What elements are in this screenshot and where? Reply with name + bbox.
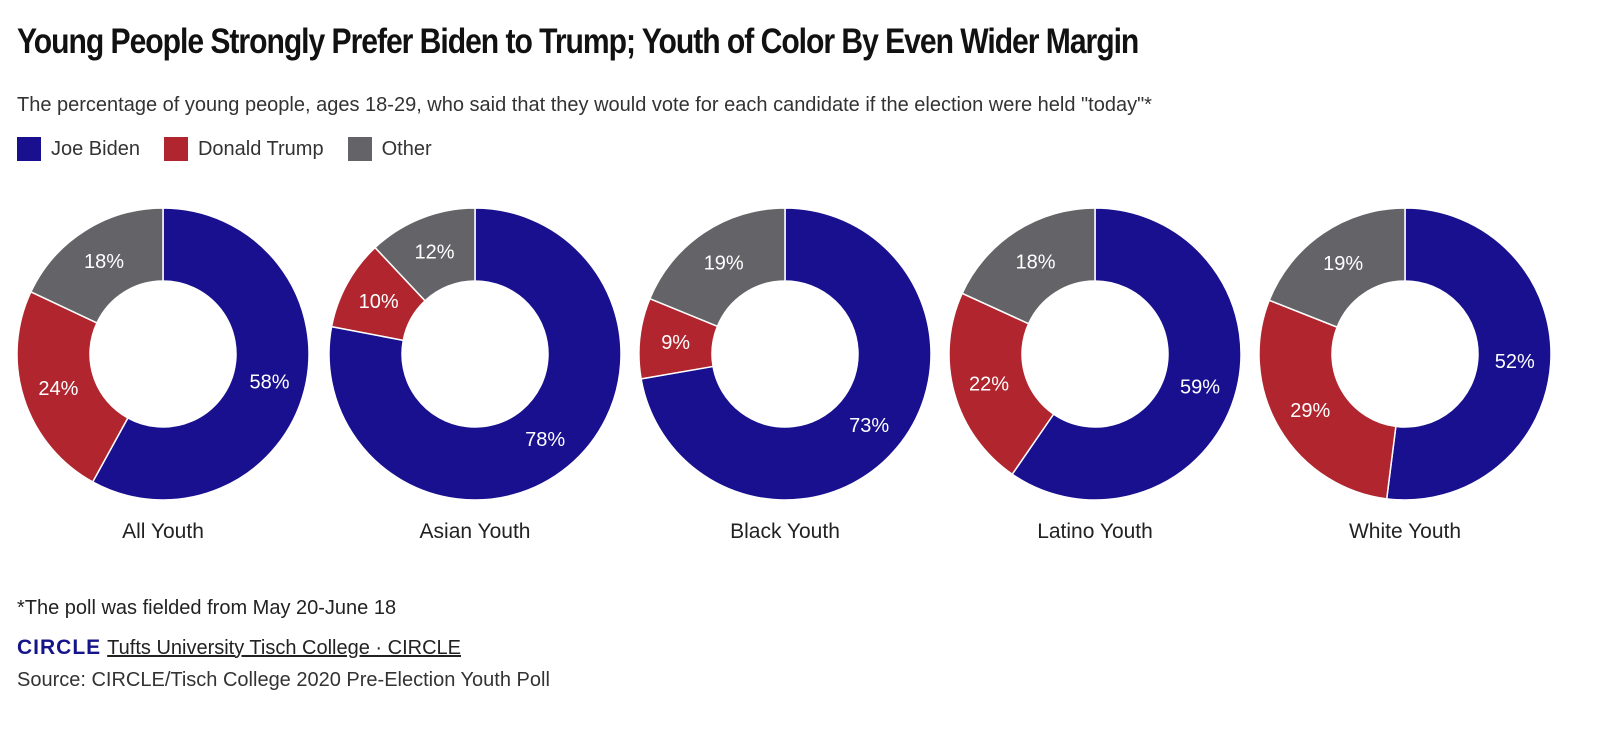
legend-item-other: Other <box>347 137 432 161</box>
group-label-5: White Youth <box>1349 520 1461 543</box>
legend-swatch-trump <box>163 137 188 161</box>
slice-biden-group-1 <box>91 207 310 501</box>
slice-label-trump-group-5: 29% <box>1290 400 1330 422</box>
slice-trump-group-5 <box>1258 299 1397 500</box>
slice-trump-group-4 <box>948 292 1055 476</box>
slice-label-trump-group-1: 24% <box>38 378 78 400</box>
slice-biden-group-3 <box>640 207 932 501</box>
circle-logo: CIRCLE <box>17 636 102 659</box>
donut-charts: 58% 24% 18% All Youth 78% 10% 12% Asian Youth 73… <box>16 207 1552 543</box>
slice-biden-group-4 <box>1011 207 1242 501</box>
slice-other-group-5 <box>1268 207 1406 329</box>
legend: Joe Biden Donald Trump Other <box>17 137 456 161</box>
footnote: *The poll was fielded from May 20-June 1… <box>17 597 397 619</box>
slice-label-other-group-5: 19% <box>1323 253 1363 275</box>
legend-label-other: Other <box>381 137 432 160</box>
legend-swatch-biden <box>17 137 41 161</box>
slice-label-other-group-3: 19% <box>704 253 744 275</box>
slice-biden-group-5 <box>1385 207 1552 501</box>
slice-label-biden-group-2: 78% <box>525 429 565 451</box>
slice-label-biden-group-3: 73% <box>849 415 889 437</box>
legend-label-biden: Joe Biden <box>51 137 140 160</box>
credit-link[interactable]: Tufts University Tisch College · CIRCLE <box>107 636 461 659</box>
slice-other-group-2 <box>373 207 476 302</box>
group-label-3: Black Youth <box>730 520 840 543</box>
group-label-4: Latino Youth <box>1037 520 1153 543</box>
legend-item-biden: Joe Biden <box>17 137 140 161</box>
slice-biden-group-2 <box>328 207 622 501</box>
slice-label-other-group-2: 12% <box>414 242 454 264</box>
credit-line: CIRCLE Tufts University Tisch College · … <box>17 636 461 660</box>
slice-label-biden-group-5: 52% <box>1495 351 1535 373</box>
slice-other-group-1 <box>29 207 164 324</box>
slice-other-group-3 <box>648 207 786 328</box>
slice-label-biden-group-4: 59% <box>1180 377 1220 399</box>
legend-label-trump: Donald Trump <box>197 137 324 160</box>
group-label-1: All Youth <box>122 520 204 543</box>
legend-swatch-other <box>347 137 372 161</box>
chart-title: Young People Strongly Prefer Biden to Tr… <box>17 22 1139 61</box>
slice-label-biden-group-1: 58% <box>250 371 290 393</box>
source-note: Source: CIRCLE/Tisch College 2020 Pre-El… <box>17 669 550 691</box>
slice-label-other-group-4: 18% <box>1016 251 1056 273</box>
slice-label-trump-group-2: 10% <box>359 291 399 313</box>
slice-label-trump-group-3: 9% <box>661 332 690 354</box>
slice-trump-group-1 <box>16 290 129 483</box>
slice-other-group-4 <box>961 207 1096 325</box>
group-label-2: Asian Youth <box>420 520 531 543</box>
chart-subtitle: The percentage of young people, ages 18-… <box>17 94 1152 116</box>
legend-item-trump: Donald Trump <box>163 137 324 161</box>
slice-label-trump-group-4: 22% <box>969 373 1009 395</box>
slice-label-other-group-1: 18% <box>84 251 124 273</box>
